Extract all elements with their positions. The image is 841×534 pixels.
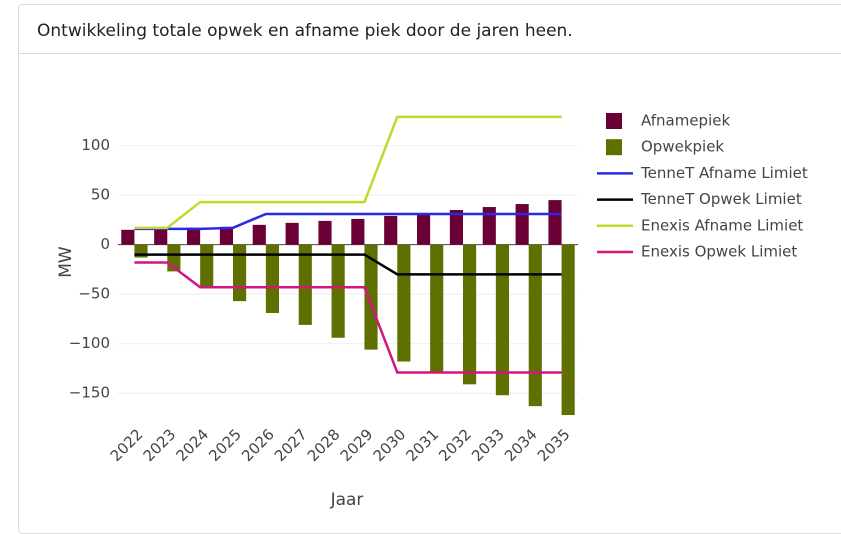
bar xyxy=(528,244,542,407)
bar xyxy=(318,220,332,245)
bar xyxy=(187,227,201,245)
x-tick-label: 2035 xyxy=(534,425,574,465)
line xyxy=(134,261,562,374)
bar xyxy=(397,244,411,362)
x-tick-label: 2023 xyxy=(140,425,180,465)
bar xyxy=(154,228,168,245)
y-tick-label: 100 xyxy=(81,136,110,154)
x-tick-label: 2029 xyxy=(337,425,377,465)
bar xyxy=(417,212,431,245)
x-tick-label: 2032 xyxy=(435,425,475,465)
bar xyxy=(298,244,312,325)
bar xyxy=(561,244,575,416)
x-tick-label: 2022 xyxy=(107,425,147,465)
bar xyxy=(482,207,496,245)
bar xyxy=(252,224,266,245)
x-tick-label: 2026 xyxy=(238,425,278,465)
y-tick-label: −100 xyxy=(69,334,110,352)
x-tick-label: 2031 xyxy=(402,425,442,465)
bar xyxy=(285,222,299,245)
y-tick-label: 50 xyxy=(91,186,110,204)
x-tick-label: 2033 xyxy=(468,425,508,465)
bar xyxy=(548,200,562,245)
bar xyxy=(384,215,398,245)
x-axis-label: Jaar xyxy=(330,490,364,510)
line xyxy=(134,253,562,276)
legend-swatch xyxy=(606,139,622,156)
legend-label: Afnamepiek xyxy=(641,112,730,130)
bar xyxy=(515,204,529,245)
legend-label: Enexis Opwek Limiet xyxy=(641,243,797,261)
card-title: Ontwikkeling totale opwek en afname piek… xyxy=(19,5,841,54)
legend-label: Enexis Afname Limiet xyxy=(641,216,803,234)
y-axis-label: MW xyxy=(56,246,76,278)
bar xyxy=(233,244,247,302)
x-tick-label: 2028 xyxy=(304,425,344,465)
legend-label: TenneT Afname Limiet xyxy=(640,164,808,182)
y-tick-label: −150 xyxy=(69,384,110,402)
bar xyxy=(219,226,233,245)
legend-label: TenneT Opwek Limiet xyxy=(640,190,802,208)
y-tick-label: 0 xyxy=(100,235,110,253)
bar xyxy=(364,244,378,350)
bar xyxy=(200,244,214,288)
y-tick-label: −50 xyxy=(78,285,110,303)
bar xyxy=(331,244,345,338)
x-tick-label: 2027 xyxy=(271,425,311,465)
legend-label: Opwekpiek xyxy=(641,138,724,156)
line xyxy=(134,212,562,231)
x-tick-label: 2024 xyxy=(172,425,212,465)
x-tick-label: 2034 xyxy=(501,425,541,465)
bar xyxy=(121,229,135,245)
bar xyxy=(449,210,463,245)
x-tick-label: 2025 xyxy=(205,425,245,465)
bar xyxy=(463,244,477,385)
bar xyxy=(495,244,509,396)
bar xyxy=(265,244,279,314)
line xyxy=(134,115,562,230)
bar xyxy=(430,244,444,373)
x-tick-label: 2030 xyxy=(370,425,410,465)
legend-swatch xyxy=(606,113,622,129)
bar xyxy=(351,218,365,245)
